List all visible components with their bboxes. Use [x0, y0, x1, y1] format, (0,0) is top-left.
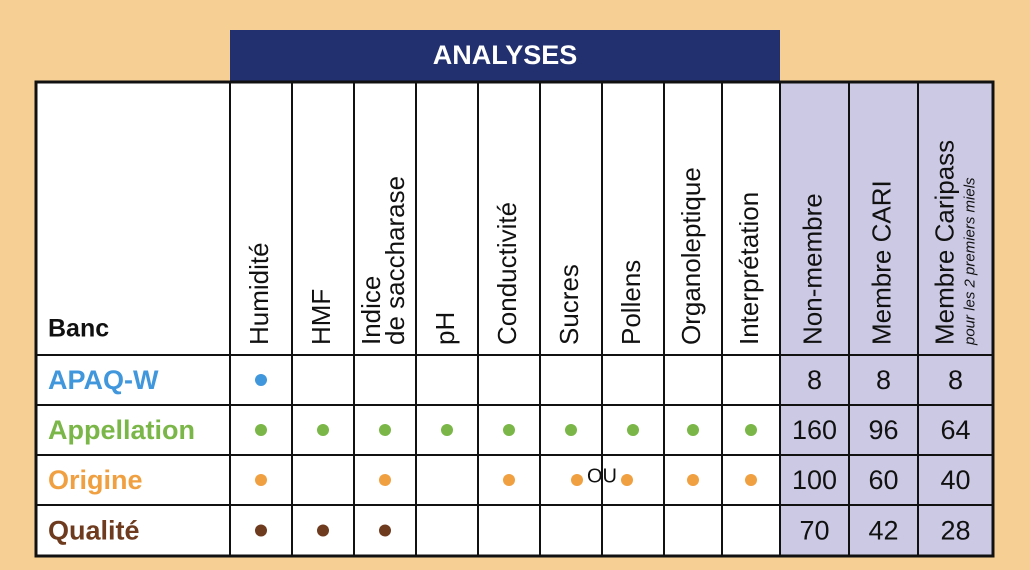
dot	[255, 524, 267, 537]
title: ANALYSES	[433, 40, 578, 70]
analysis-header: de saccharase	[380, 176, 410, 345]
dot	[317, 524, 329, 537]
price: 42	[868, 516, 898, 546]
dot	[379, 524, 391, 537]
analysis-header: Conductivité	[492, 202, 522, 345]
price: 8	[948, 365, 963, 395]
dot	[379, 474, 391, 486]
dot	[255, 374, 267, 386]
dot	[503, 424, 515, 436]
price: 8	[807, 365, 822, 395]
dot	[441, 424, 453, 436]
dot	[627, 424, 639, 436]
price: 70	[799, 516, 829, 546]
row-name: Origine	[48, 465, 143, 495]
dot	[745, 424, 757, 436]
price: 40	[940, 465, 970, 495]
price-bg	[780, 82, 993, 556]
analysis-header: HMF	[306, 289, 336, 345]
dot	[255, 474, 267, 486]
dot	[503, 474, 515, 486]
price: 96	[868, 415, 898, 445]
analysis-header: Interprétation	[734, 192, 764, 345]
dot	[621, 474, 633, 486]
price: 8	[876, 365, 891, 395]
analysis-header: Pollens	[616, 260, 646, 345]
analysis-header: pH	[430, 312, 460, 345]
analysis-header: Organoleptique	[676, 167, 706, 345]
analysis-header: Indice	[356, 276, 386, 345]
table-border	[34, 80, 995, 558]
row-name: Qualité	[48, 516, 140, 546]
analysis-header: Humidité	[244, 242, 274, 345]
dot	[565, 424, 577, 436]
dot	[571, 474, 583, 486]
analysis-header: Sucres	[554, 264, 584, 345]
dot	[255, 424, 267, 436]
dot	[687, 474, 699, 486]
price: 28	[940, 516, 970, 546]
dot	[317, 424, 329, 436]
corner-label: Banc	[48, 315, 109, 343]
price: 64	[940, 415, 970, 445]
price: 60	[868, 465, 898, 495]
price: 160	[792, 415, 837, 445]
dot	[379, 424, 391, 436]
price-note: pour les 2 premiers miels	[961, 177, 978, 346]
price-header: Non-membre	[797, 193, 827, 345]
title-bar	[230, 30, 780, 82]
row-name: APAQ-W	[48, 365, 159, 395]
row-name: Appellation	[48, 415, 195, 445]
dot	[687, 424, 699, 436]
price-header: Membre Caripass	[929, 140, 959, 345]
price: 100	[792, 465, 837, 495]
price-header: Membre CARI	[866, 180, 896, 345]
dot	[745, 474, 757, 486]
